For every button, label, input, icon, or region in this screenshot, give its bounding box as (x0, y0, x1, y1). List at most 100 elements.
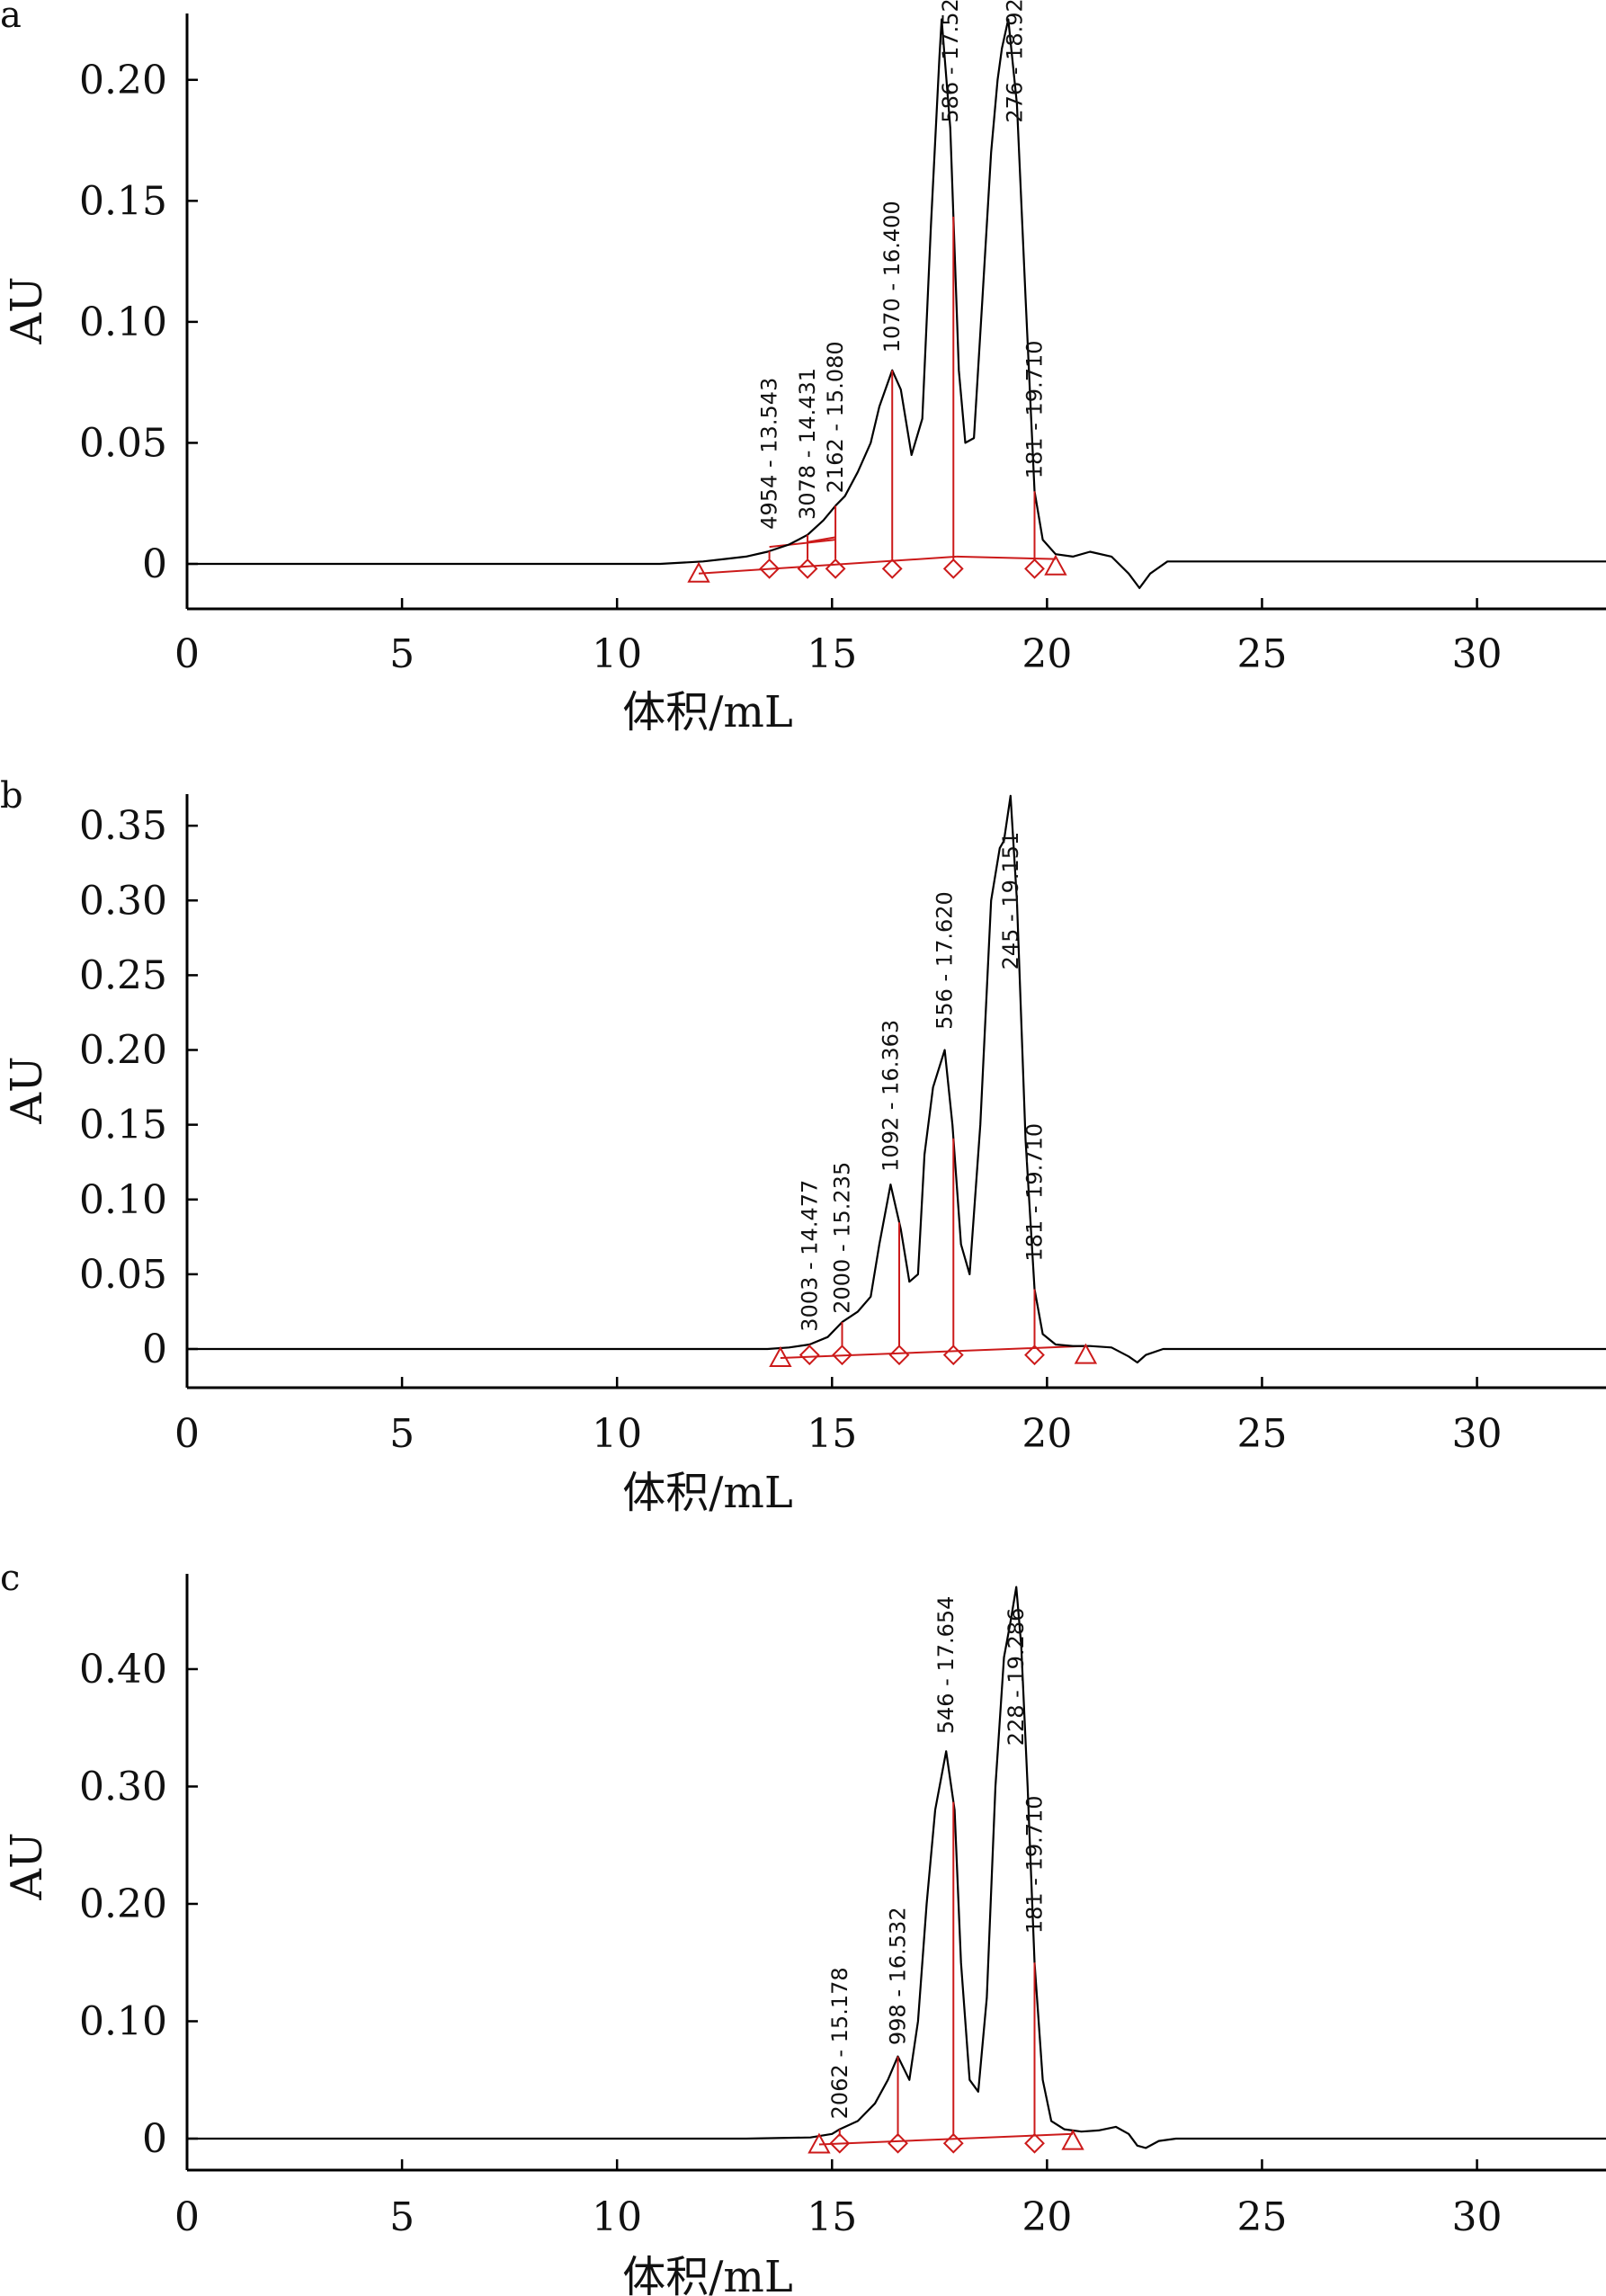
x-tick-label: 5 (389, 631, 415, 677)
peak-label: 586 - 17.523 (938, 0, 963, 123)
chart-panel-b: b 0 0.05 0.10 0.15 0.20 0.25 0.30 0.35 0 5 10 15 20 25… (0, 775, 1606, 1518)
peak-label: 2162 - 15.080 (823, 341, 848, 493)
x-tick-label: 20 (1022, 2194, 1072, 2240)
peak-split-diamond (1024, 1345, 1045, 1366)
integration-baseline (698, 555, 958, 575)
y-tick-label: 0 (142, 541, 167, 587)
peak-label: 1070 - 16.400 (879, 201, 905, 353)
peak-label: 556 - 17.620 (932, 891, 958, 1030)
peak-boundary-triangle (769, 1345, 792, 1367)
chromatogram-trace (187, 18, 1606, 589)
peak-label: 181 - 19.710 (1022, 1795, 1047, 1934)
y-tick-label: 0.10 (79, 1998, 167, 2044)
x-tick-label: 30 (1452, 631, 1503, 677)
peak-label: 276 - 18.928 (1003, 0, 1028, 123)
peak-label: 4954 - 13.543 (757, 378, 782, 530)
y-tick-label: 0.20 (79, 1881, 167, 1927)
peak-boundary-triangle (687, 561, 710, 583)
peak-boundary-triangle (1061, 2129, 1084, 2150)
peak-label: 181 - 19.710 (1022, 1123, 1047, 1262)
peak-split-diamond (829, 2132, 851, 2154)
x-tick-label: 25 (1236, 2194, 1287, 2240)
x-tick-label: 10 (592, 2194, 642, 2240)
integration-baseline (956, 555, 1056, 560)
x-tick-label: 10 (592, 1411, 642, 1457)
peak-boundary-triangle (1074, 1343, 1098, 1364)
x-tick-label: 30 (1452, 1411, 1503, 1457)
peak-label: 546 - 17.654 (933, 1596, 959, 1735)
y-tick-label: 0.40 (79, 1647, 167, 1693)
x-tick-label: 5 (389, 1411, 415, 1457)
peak-split-diamond (759, 558, 781, 579)
peak-label: 2062 - 15.178 (827, 1967, 852, 2119)
chromatogram-trace (187, 794, 1606, 1364)
y-axis-title: AU (2, 1056, 52, 1124)
peak-split-diamond (799, 1345, 820, 1366)
y-tick-label: 0.25 (79, 952, 167, 998)
y-tick-label: 0.30 (79, 878, 167, 924)
x-tick-label: 15 (807, 2194, 857, 2240)
peak-label: 3078 - 14.431 (795, 368, 820, 520)
integration-baseline (769, 539, 836, 549)
x-tick-label: 20 (1022, 631, 1072, 677)
peak-split-diamond (825, 558, 846, 579)
x-tick-label: 30 (1452, 2194, 1503, 2240)
peak-split-diamond (1024, 558, 1045, 579)
y-tick-label: 0.30 (79, 1764, 167, 1809)
peak-split-diamond (832, 1345, 852, 1366)
x-axis-title: 体积/mL (622, 2252, 793, 2296)
x-tick-label: 20 (1022, 1411, 1072, 1457)
peak-split-diamond (888, 1345, 910, 1366)
peak-label: 1092 - 16.363 (878, 1020, 903, 1172)
peak-split-diamond (942, 2132, 964, 2154)
peak-split-diamond (1024, 2132, 1045, 2154)
x-tick-label: 25 (1236, 1411, 1287, 1457)
chromatogram-trace (187, 1586, 1606, 2149)
x-tick-label: 5 (389, 2194, 415, 2240)
integration-baseline (807, 536, 836, 543)
panel-label: a (0, 0, 22, 36)
x-tick-label: 15 (807, 631, 857, 677)
y-tick-label: 0.15 (79, 1103, 167, 1148)
panel-label: c (0, 1558, 20, 1599)
peak-label: 245 - 19.151 (998, 832, 1023, 970)
y-tick-label: 0 (142, 1327, 167, 1372)
x-tick-label: 25 (1236, 631, 1287, 677)
y-tick-label: 0.05 (79, 1252, 167, 1298)
x-axis-title: 体积/mL (622, 687, 793, 737)
peak-boundary-triangle (1044, 554, 1067, 576)
peak-label: 181 - 19.710 (1022, 340, 1047, 478)
chart-panel-c: c 0 0.10 0.20 0.30 0.40 0 5 10 15 20 25 30 体积/mL AU 206… (0, 1558, 1606, 2296)
peak-split-diamond (942, 558, 964, 579)
x-tick-label: 10 (592, 631, 642, 677)
x-tick-label: 0 (174, 1411, 200, 1457)
y-tick-label: 0.20 (79, 1028, 167, 1074)
integration-baseline (818, 2132, 1074, 2146)
y-axis-title: AU (2, 276, 52, 344)
y-tick-label: 0.10 (79, 1177, 167, 1223)
peak-split-diamond (797, 558, 818, 579)
peak-split-diamond (888, 2132, 908, 2154)
peak-label: 998 - 16.532 (886, 1907, 911, 2045)
peak-split-diamond (881, 558, 903, 579)
x-tick-label: 0 (174, 2194, 200, 2240)
x-tick-label: 15 (807, 1411, 857, 1457)
y-tick-label: 0.35 (79, 803, 167, 849)
y-tick-label: 0.05 (79, 420, 167, 466)
integration-baseline (780, 1345, 1086, 1359)
y-axis-title: AU (2, 1832, 52, 1900)
y-tick-label: 0.20 (79, 58, 167, 103)
y-tick-label: 0 (142, 2116, 167, 2162)
peak-boundary-triangle (807, 2132, 831, 2154)
peak-split-diamond (942, 1345, 964, 1366)
peak-label: 2000 - 15.235 (830, 1162, 855, 1314)
chart-panel-a: a 0 0.05 0.10 0.15 0.20 0 5 10 15 20 25 30 体积/mL AU 495… (0, 0, 1606, 737)
y-tick-label: 0.15 (79, 178, 167, 224)
y-tick-label: 0.10 (79, 299, 167, 345)
x-tick-label: 0 (174, 631, 200, 677)
panel-label: b (0, 775, 23, 817)
x-axis-title: 体积/mL (622, 1468, 793, 1518)
peak-label: 228 - 19.286 (1004, 1608, 1029, 1747)
peak-label: 3003 - 14.477 (797, 1180, 822, 1332)
